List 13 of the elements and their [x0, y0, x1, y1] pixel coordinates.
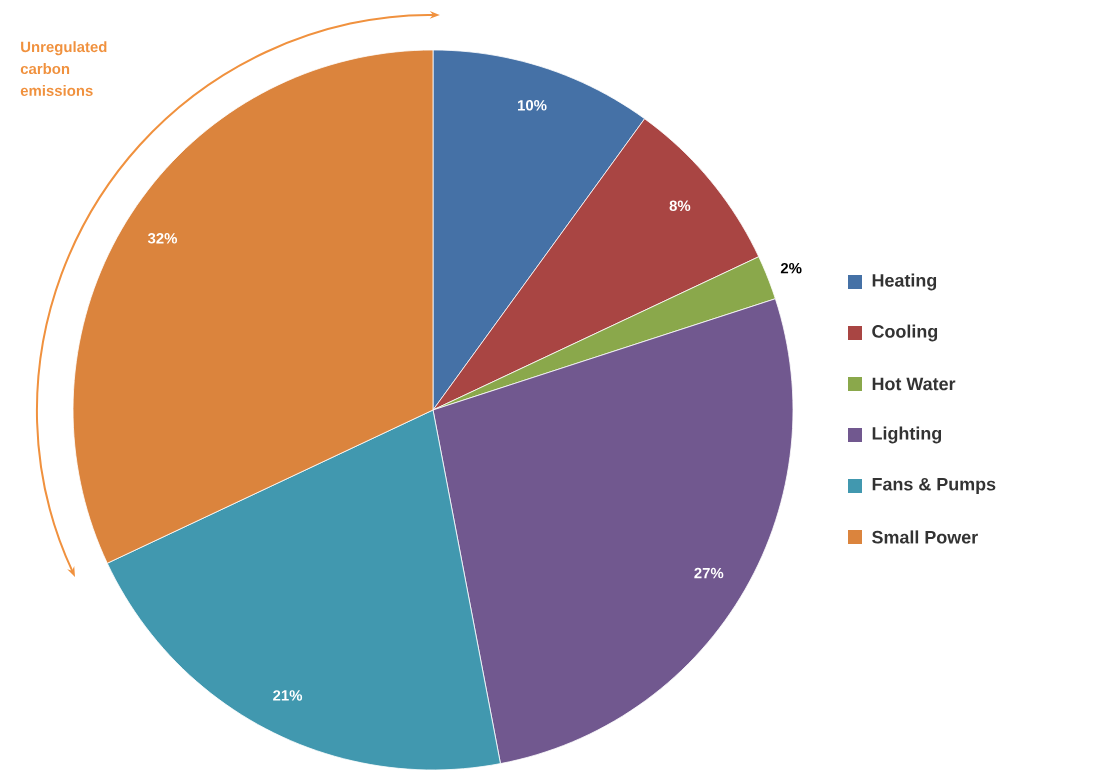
- legend-label: Fans & Pumps: [872, 477, 996, 495]
- data-label: 27%: [694, 567, 724, 579]
- data-label: 10%: [518, 99, 547, 111]
- data-label: 21%: [273, 690, 303, 701]
- legend-label: Small Power: [872, 530, 978, 544]
- data-label: 32%: [147, 233, 178, 244]
- data-label: 2%: [780, 262, 802, 274]
- data-label: 8%: [669, 200, 691, 212]
- text: Unregulated carbon emissions: [20, 41, 107, 96]
- legend-label: Heating: [872, 273, 937, 291]
- legend-label: Cooling: [872, 324, 938, 342]
- legend-label: Lighting: [872, 426, 942, 444]
- legend-label: Hot Water: [872, 377, 956, 391]
